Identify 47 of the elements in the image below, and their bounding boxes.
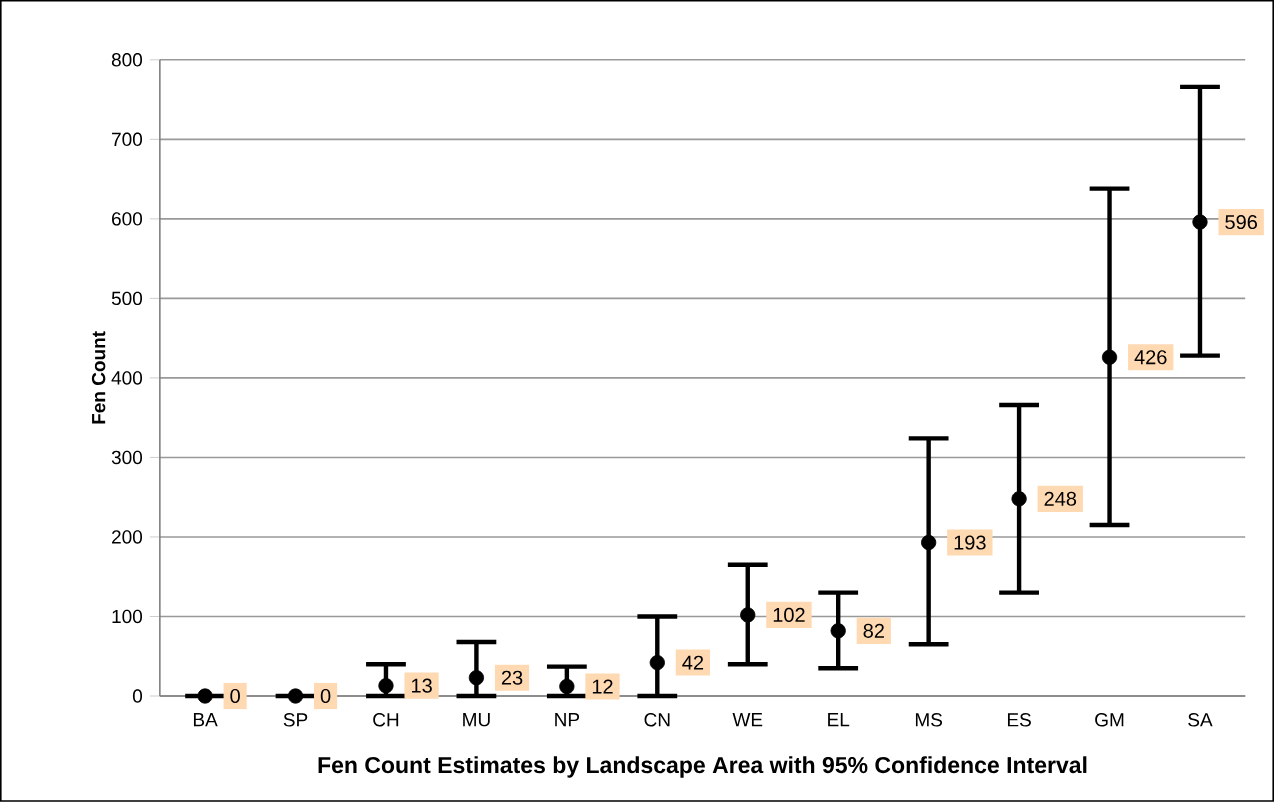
data-label: 13 (412, 678, 432, 693)
x-axis-title: Fen Count Estimates by Landscape Area with 95% Confidence Interval (318, 756, 1087, 778)
y-tick-label: 400 (111, 371, 143, 385)
x-tick-label: WE (732, 713, 763, 727)
data-label: 0 (320, 689, 331, 704)
x-tick-label: EL (828, 713, 850, 727)
data-label: 12 (592, 679, 613, 694)
data-label: 426 (1134, 350, 1167, 365)
y-tick-label: 800 (111, 53, 143, 67)
point (740, 607, 756, 623)
data-label: 82 (863, 623, 884, 638)
point (559, 678, 575, 695)
y-axis-title: Fen Count (91, 331, 106, 424)
y-tick-label: 300 (111, 450, 143, 465)
y-tick-label: 500 (111, 291, 143, 306)
data-label: 102 (773, 607, 805, 623)
x-tick-label: MS (915, 713, 943, 727)
point (649, 655, 665, 671)
x-tick-label: SP (283, 713, 308, 727)
x-tick-label: CH (373, 713, 399, 727)
point (197, 688, 213, 704)
y-tick-label: 200 (112, 530, 143, 544)
data-label: 596 (1225, 215, 1257, 230)
y-tick-label: 700 (112, 132, 143, 147)
point (1101, 349, 1118, 365)
y-tick-label: 0 (132, 689, 143, 703)
data-label: 193 (954, 535, 986, 550)
x-tick-label: BA (193, 713, 218, 727)
point (378, 678, 394, 694)
point (287, 688, 304, 704)
point (830, 623, 846, 639)
x-tick-label: SA (1188, 713, 1213, 727)
point (468, 670, 485, 686)
point (1192, 214, 1208, 230)
data-label: 0 (230, 689, 240, 704)
x-tick-label: ES (1007, 713, 1031, 727)
x-tick-label: NP (555, 713, 580, 727)
point (921, 535, 937, 551)
data-label: 248 (1044, 491, 1077, 506)
x-tick-label: MU (463, 713, 490, 727)
x-tick-label: CN (644, 713, 670, 727)
data-label: 23 (501, 670, 523, 685)
y-tick-label: 600 (112, 212, 143, 226)
x-tick-label: GM (1095, 713, 1124, 727)
y-tick-label: 100 (112, 609, 143, 624)
data-label: 42 (682, 655, 704, 670)
point (1011, 491, 1027, 507)
